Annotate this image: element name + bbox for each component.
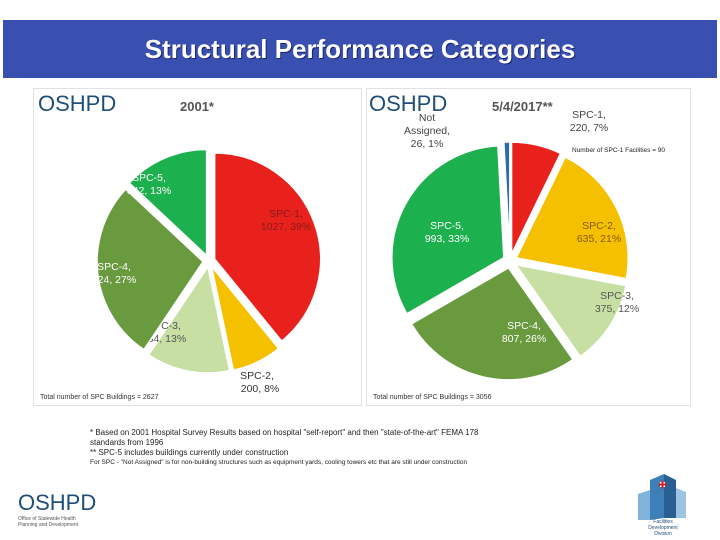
page-title: Structural Performance Categories bbox=[144, 33, 576, 64]
footnote-1: * Based on 2001 Hospital Survey Results … bbox=[90, 428, 479, 437]
total-label-2017: Total number of SPC Buildings = 3056 bbox=[373, 394, 492, 401]
division-line1: Facilities Development bbox=[648, 519, 678, 531]
slice-label-spc-5: 342, 13% bbox=[127, 185, 171, 197]
slice-label-spc-4: 724, 27% bbox=[92, 274, 136, 286]
slice-label-spc-5: SPC-5, bbox=[430, 220, 464, 232]
pie-slice-spc-5 bbox=[391, 145, 505, 315]
total-label-2001: Total number of SPC Buildings = 2627 bbox=[40, 394, 159, 401]
chart-title-2001: 2001* bbox=[180, 99, 214, 114]
footer-logo-word: OSHPD bbox=[18, 490, 97, 515]
footnote-3: ** SPC-5 includes buildings currently un… bbox=[90, 448, 289, 457]
pie-slice-spc-2 bbox=[515, 156, 629, 280]
slice-label-spc-2: SPC-2, bbox=[240, 370, 274, 382]
pie-chart-2001: SPC-1,1027, 39%SPC-2,200, 8%SPC-3,334, 1… bbox=[92, 148, 322, 395]
oshpd-logo: OSHPD bbox=[369, 91, 448, 116]
division-label: Facilities Development Division bbox=[645, 519, 681, 537]
slice-label-spc-4: SPC-4, bbox=[97, 261, 131, 273]
slice-label-spc-5: SPC-5, bbox=[132, 172, 166, 184]
slice-label-spc-1: SPC-1, bbox=[269, 208, 303, 220]
slice-label-spc-1: 220, 7% bbox=[570, 122, 609, 134]
slice-label-spc-2: 200, 8% bbox=[241, 383, 280, 395]
division-line2: Division bbox=[654, 531, 672, 537]
pie-chart-2017: SPC-1,220, 7% SPC-2,635, 21% SPC-3,375, 12… bbox=[391, 109, 639, 381]
footnote-2: standards from 1996 bbox=[90, 438, 164, 447]
slice-label-not-assigned: Not bbox=[419, 112, 435, 124]
pie-slice-spc-5 bbox=[128, 148, 208, 258]
footnote-4: For SPC - "Not Assigned" is for non-buil… bbox=[90, 459, 468, 466]
chart-title-2017: 5/4/2017** bbox=[492, 99, 553, 114]
slice-label-not-assigned: Assigned, bbox=[404, 125, 450, 137]
slice-label-spc-3: 375, 12% bbox=[595, 303, 639, 315]
slice-label-spc-3: SPC-3, bbox=[600, 290, 634, 302]
pie-slice-spc-4 bbox=[96, 188, 205, 351]
slice-label-spc-1: 1027, 39% bbox=[261, 221, 311, 233]
pie-slice-spc-1 bbox=[510, 141, 562, 255]
slice-label-spc-1: SPC-1, bbox=[572, 109, 606, 121]
footer-oshpd-logo: OSHPD Office of Statewide Health Plannin… bbox=[18, 490, 108, 530]
pie-slice-spc-4 bbox=[410, 266, 574, 381]
pie-slice-spc-1 bbox=[213, 152, 322, 343]
chart-panel-2001: OSHPD 2001* SPC-1, 1027, 39% SPC-2, 200, 8%… bbox=[33, 88, 362, 406]
title-banner: Structural Performance Categories bbox=[3, 20, 717, 78]
pie-slice-spc-2 bbox=[210, 265, 280, 372]
oshpd-logo: OSHPD bbox=[38, 91, 117, 116]
pie-slice-spc-3 bbox=[147, 264, 231, 374]
building-logo-icon bbox=[638, 474, 686, 520]
slice-label-not-assigned: 26, 1% bbox=[411, 138, 444, 150]
slice-label-spc-2: 635, 21% bbox=[577, 233, 621, 245]
chart-panel-2017: OSHPD 5/4/2017** Number of SPC-1 Facilit… bbox=[366, 88, 691, 406]
slice-label-spc-5: 993, 33% bbox=[425, 233, 469, 245]
slice-label-spc-2: SPC-2, bbox=[582, 220, 616, 232]
footer-logo-sub2: Planning and Development bbox=[18, 522, 79, 528]
pie-slice-spc-3 bbox=[514, 263, 627, 358]
slice-label-spc-4: 807, 26% bbox=[502, 333, 546, 345]
footnotes: * Based on 2001 Hospital Survey Results … bbox=[90, 428, 610, 468]
slice-label-spc-4: SPC-4, bbox=[507, 320, 541, 332]
pie-slice-not-assigned bbox=[503, 141, 511, 255]
footer-logo-sub1: Office of Statewide Health bbox=[18, 516, 76, 522]
spc1-facilities-note: Number of SPC-1 Facilities = 90 bbox=[572, 147, 666, 154]
